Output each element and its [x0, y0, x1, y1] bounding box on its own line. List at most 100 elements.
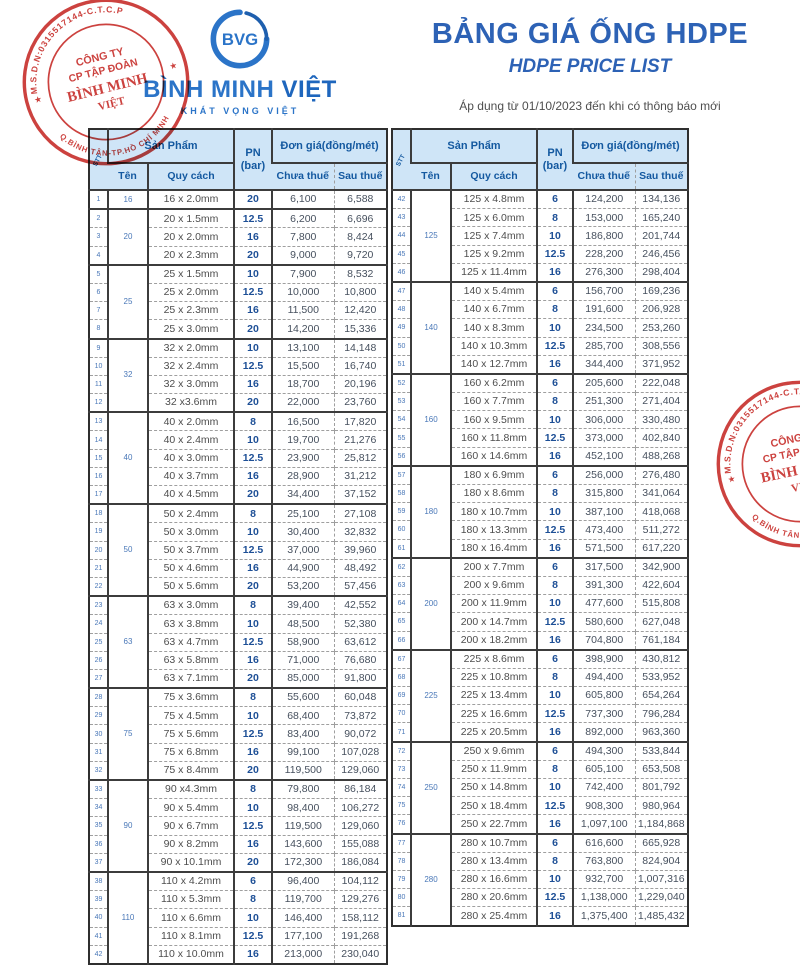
ten-cell: 250 — [410, 741, 451, 834]
sauthue-cell: 371,952 — [634, 354, 689, 374]
pn-cell: 6 — [536, 465, 573, 485]
stt-cell: 31 — [89, 742, 108, 762]
chuathue-cell: 205,600 — [572, 373, 635, 393]
chuathue-cell: 908,300 — [572, 796, 635, 815]
column-header-pn: PN (bar) — [233, 129, 272, 190]
quycach-cell: 110 x 4.2mm — [147, 871, 234, 891]
table-row: 69 225 x 13.4mm 10 605,800 654,264 — [392, 686, 689, 705]
sauthue-cell: 6,588 — [333, 189, 388, 210]
sauthue-cell: 654,264 — [634, 686, 689, 705]
quycach-cell: 110 x 10.0mm — [147, 944, 234, 964]
stt-cell: 53 — [392, 392, 411, 411]
brand-part2: VIỆT — [281, 76, 337, 103]
pn-cell: 6 — [536, 373, 573, 393]
stt-cell: 27 — [89, 668, 108, 689]
sauthue-cell: 6,696 — [333, 208, 388, 228]
sauthue-cell: 342,900 — [634, 557, 689, 577]
table-row: 71 225 x 20.5mm 16 892,000 963,360 — [392, 722, 689, 742]
pn-cell: 8 — [233, 503, 272, 523]
bvg-logo-text: BVG — [222, 30, 258, 49]
chuathue-cell: 317,500 — [572, 557, 635, 577]
pn-cell: 16 — [233, 742, 272, 762]
chuathue-cell: 156,700 — [572, 281, 635, 301]
ten-cell: 225 — [410, 649, 451, 742]
pn-cell: 20 — [233, 760, 272, 780]
sauthue-cell: 10,800 — [333, 282, 388, 302]
stt-cell: 12 — [89, 393, 108, 413]
chuathue-cell: 228,200 — [572, 244, 635, 264]
size-group-110: 38 110 110 x 4.2mm 6 96,400 104,112 39 110 x 5.… — [89, 871, 388, 964]
quycach-cell: 160 x 6.2mm — [450, 373, 537, 393]
quycach-cell: 75 x 3.6mm — [147, 687, 234, 707]
pn-cell: 12.5 — [536, 244, 573, 264]
chuathue-cell: 191,600 — [572, 300, 635, 319]
quycach-cell: 50 x 3.7mm — [147, 540, 234, 560]
table-row: 45 125 x 9.2mm 12.5 228,200 246,456 — [392, 244, 689, 264]
chuathue-cell: 153,000 — [572, 208, 635, 227]
pn-cell: 8 — [536, 392, 573, 411]
table-row: 22 50 x 5.6mm 20 53,200 57,456 — [89, 576, 388, 597]
quycach-cell: 250 x 18.4mm — [450, 796, 537, 815]
quycach-cell: 90 x 8.2mm — [147, 834, 234, 854]
stamp-star-left: ★ — [727, 473, 737, 484]
pn-cell: 12.5 — [233, 632, 272, 652]
pn-cell: 12.5 — [233, 724, 272, 744]
stamp-line2: CP TẬP ĐOÀN — [67, 55, 139, 85]
company-logo-block: BVG BÌNH MINH VIỆT KHÁT VỌNG VIỆT — [138, 8, 342, 116]
ten-cell: 63 — [107, 595, 148, 689]
quycach-cell: 140 x 12.7mm — [450, 354, 537, 374]
sauthue-cell: 511,272 — [634, 520, 689, 540]
quycach-cell: 200 x 18.2mm — [450, 630, 537, 650]
stamp-line4: VIỆT — [790, 477, 800, 496]
table-row: 54 160 x 9.5mm 10 306,000 330,480 — [392, 410, 689, 429]
sauthue-cell: 31,212 — [333, 466, 388, 486]
table-row: 56 160 x 14.6mm 16 452,100 488,268 — [392, 446, 689, 466]
chuathue-cell: 571,500 — [572, 538, 635, 558]
stt-cell: 25 — [89, 632, 108, 652]
sauthue-cell: 980,964 — [634, 796, 689, 815]
quycach-cell: 20 x 2.3mm — [147, 245, 234, 265]
stt-cell: 38 — [89, 871, 108, 891]
chuathue-cell: 398,900 — [572, 649, 635, 669]
stt-cell: 44 — [392, 226, 411, 246]
chuathue-cell: 14,200 — [271, 319, 334, 339]
chuathue-cell: 85,000 — [271, 668, 334, 689]
page-title: BẢNG GIÁ ỐNG HDPE — [431, 18, 749, 50]
sauthue-cell: 107,028 — [333, 742, 388, 762]
column-header-ten: Tên — [411, 162, 451, 190]
stt-cell: 37 — [89, 852, 108, 872]
quycach-cell: 25 x 3.0mm — [147, 319, 234, 339]
sauthue-cell: 1,184,868 — [634, 814, 689, 834]
pn-cell: 8 — [233, 890, 272, 909]
quycach-cell: 160 x 14.6mm — [450, 446, 537, 466]
column-header-quycach: Quy cách — [147, 162, 234, 190]
chuathue-cell: 315,800 — [572, 483, 635, 503]
chuathue-cell: 58,900 — [271, 632, 334, 652]
table-row: 15 40 x 3.0mm 12.5 23,900 25,812 — [89, 448, 388, 468]
stamp-star-left: ★ — [33, 94, 43, 106]
table-header: STT Sản Phẩm PN (bar) Đơn giá(đồng/mét) T… — [89, 129, 388, 190]
stt-cell: 39 — [89, 890, 108, 909]
table-row: 75 250 x 18.4mm 12.5 908,300 980,964 — [392, 796, 689, 815]
sauthue-cell: 8,424 — [333, 227, 388, 247]
chuathue-cell: 387,100 — [572, 502, 635, 521]
quycach-cell: 75 x 6.8mm — [147, 742, 234, 762]
pn-cell: 16 — [233, 834, 272, 854]
stt-cell: 1 — [89, 189, 108, 210]
table-row: 66 200 x 18.2mm 16 704,800 761,184 — [392, 630, 689, 650]
chuathue-cell: 285,700 — [572, 336, 635, 356]
pn-cell: 10 — [233, 798, 272, 817]
stt-cell: 54 — [392, 410, 411, 429]
quycach-cell: 50 x 3.0mm — [147, 522, 234, 542]
quycach-cell: 32 x 2.0mm — [147, 338, 234, 358]
table-row: 44 125 x 7.4mm 10 186,800 201,744 — [392, 226, 689, 246]
sauthue-cell: 330,480 — [634, 410, 689, 429]
chuathue-cell: 18,700 — [271, 374, 334, 394]
stt-cell: 61 — [392, 538, 411, 558]
quycach-cell: 225 x 20.5mm — [450, 722, 537, 742]
quycach-cell: 40 x 3.0mm — [147, 448, 234, 468]
size-group-180: 57 180 180 x 6.9mm 6 256,000 276,480 58 180 x 8… — [392, 465, 689, 558]
quycach-cell: 140 x 5.4mm — [450, 281, 537, 301]
stt-cell: 5 — [89, 264, 108, 284]
table-row: 14 40 x 2.4mm 10 19,700 21,276 — [89, 430, 388, 450]
